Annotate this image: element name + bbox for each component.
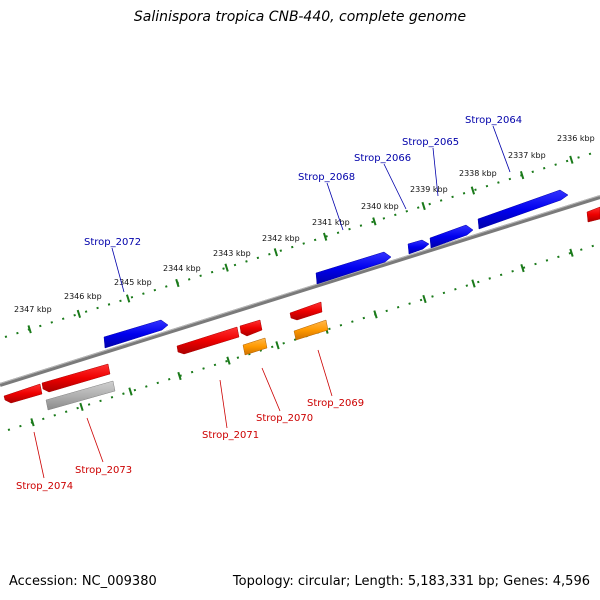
scale-label: 2346 kbp xyxy=(64,292,102,301)
gene-feature[interactable] xyxy=(586,206,600,223)
major-tick xyxy=(520,264,525,273)
gene-feature[interactable] xyxy=(176,326,240,355)
major-tick xyxy=(421,201,426,211)
major-tick xyxy=(373,310,378,319)
callout-line xyxy=(86,417,104,463)
genome-backbone xyxy=(0,195,600,387)
scale-label: 2341 kbp xyxy=(312,218,350,227)
scale-label: 2338 kbp xyxy=(459,169,497,178)
major-tick xyxy=(226,356,231,365)
scale-label: 2345 kbp xyxy=(114,278,152,287)
major-tick xyxy=(76,309,82,318)
gene-label-strop-2068[interactable]: Strop_2068 xyxy=(298,172,355,183)
scale-label: 2343 kbp xyxy=(213,249,251,258)
major-tick xyxy=(569,248,574,257)
major-tick xyxy=(224,263,229,272)
major-tick xyxy=(273,248,279,257)
major-tick xyxy=(177,371,182,381)
callout-line xyxy=(219,379,228,429)
scale-label: 2336 kbp xyxy=(557,134,595,143)
scale-label: 2347 kbp xyxy=(14,305,52,314)
gene-label-strop-2066[interactable]: Strop_2066 xyxy=(354,153,411,164)
major-tick xyxy=(569,155,574,164)
scale-label: 2340 kbp xyxy=(361,202,399,211)
gene-label-strop-2069[interactable]: Strop_2069 xyxy=(307,398,364,409)
major-tick xyxy=(175,278,180,288)
reverse-gene-labels: Strop_2069 Strop_2070 Strop_2071 Strop_2… xyxy=(16,349,364,492)
gene-feature[interactable] xyxy=(429,224,474,249)
forward-gene-labels: Strop_2064 Strop_2065 Strop_2066 Strop_2… xyxy=(84,115,522,293)
gene-label-strop-2071[interactable]: Strop_2071 xyxy=(202,430,259,441)
gene-feature[interactable] xyxy=(407,239,430,255)
gene-feature[interactable] xyxy=(289,301,323,321)
callout-line xyxy=(326,182,344,231)
gene-feature[interactable] xyxy=(293,319,329,341)
gene-feature[interactable] xyxy=(103,319,169,349)
gene-label-strop-2072[interactable]: Strop_2072 xyxy=(84,237,141,248)
gene-feature[interactable] xyxy=(315,251,392,285)
major-tick xyxy=(470,186,476,195)
gene-feature[interactable] xyxy=(3,383,43,404)
scale-label: 2342 kbp xyxy=(262,234,300,243)
gene-feature[interactable] xyxy=(45,380,116,411)
gene-feature[interactable] xyxy=(239,319,263,337)
gene-label-strop-2073[interactable]: Strop_2073 xyxy=(75,465,132,476)
major-tick xyxy=(128,387,133,396)
callout-line xyxy=(33,431,45,479)
major-tick xyxy=(519,171,525,180)
scale-label: 2344 kbp xyxy=(163,264,201,273)
scale-label: 2339 kbp xyxy=(410,185,448,194)
gene-feature[interactable] xyxy=(41,363,111,393)
callout-line xyxy=(111,247,125,293)
reverse-genes xyxy=(3,206,600,411)
major-tick xyxy=(471,279,476,288)
callout-line xyxy=(261,367,281,412)
gene-label-strop-2065[interactable]: Strop_2065 xyxy=(402,137,459,148)
genome-backbone-highlight xyxy=(0,195,600,384)
major-tick xyxy=(322,232,328,241)
scale-labels: 2336 kbp 2337 kbp 2338 kbp 2339 kbp 2340… xyxy=(14,134,595,314)
forward-genes xyxy=(103,189,569,349)
scale-label: 2337 kbp xyxy=(508,151,546,160)
callout-line xyxy=(317,349,333,397)
genome-summary-text: Topology: circular; Length: 5,183,331 bp… xyxy=(232,574,590,589)
callout-line xyxy=(383,163,407,210)
major-tick xyxy=(30,418,35,427)
accession-text: Accession: NC_009380 xyxy=(9,574,157,589)
major-tick xyxy=(275,341,280,350)
outer-major-ticks xyxy=(27,155,574,334)
gene-feature[interactable] xyxy=(242,337,268,356)
gene-label-strop-2070[interactable]: Strop_2070 xyxy=(256,413,313,424)
major-tick xyxy=(125,294,131,303)
gene-label-strop-2064[interactable]: Strop_2064 xyxy=(465,115,522,126)
major-tick xyxy=(422,294,427,304)
major-tick xyxy=(372,217,377,226)
callout-line xyxy=(492,125,511,173)
gene-label-strop-2074[interactable]: Strop_2074 xyxy=(16,481,73,492)
map-title: Salinispora tropica CNB-440, complete ge… xyxy=(133,9,467,25)
major-tick xyxy=(79,402,84,411)
major-tick xyxy=(27,325,32,334)
outer-tick-track xyxy=(4,151,597,338)
callout-line xyxy=(432,147,439,197)
gene-feature[interactable] xyxy=(477,189,569,230)
